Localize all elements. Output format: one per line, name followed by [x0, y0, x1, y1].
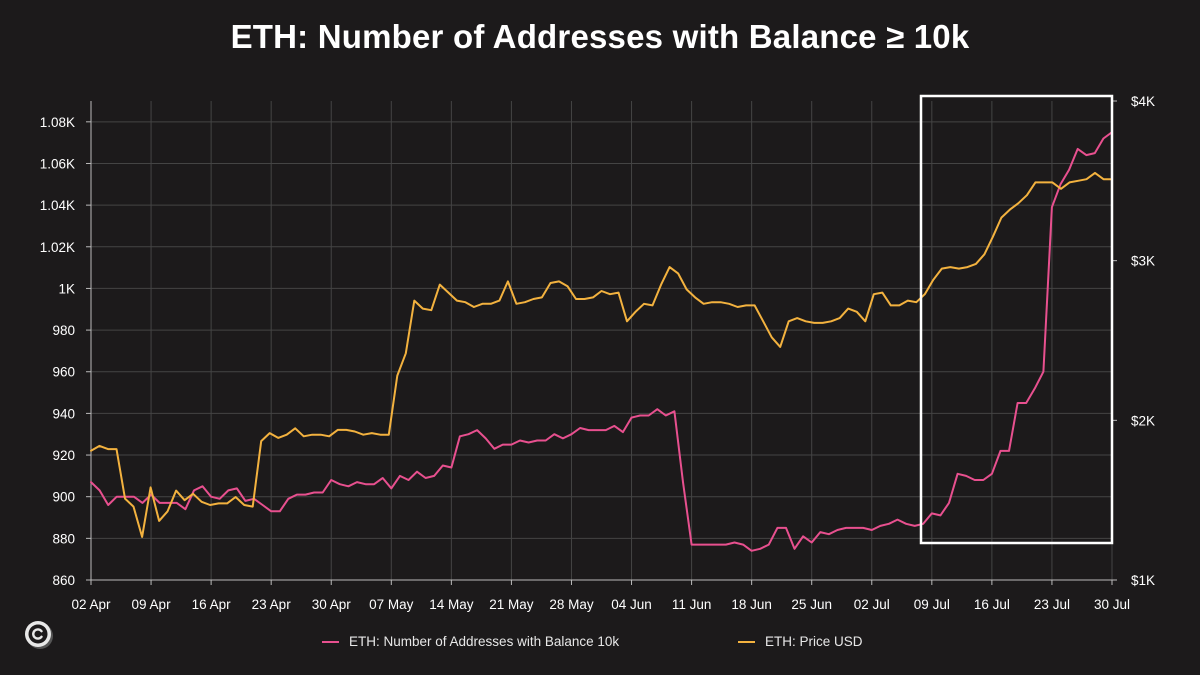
chart-title: ETH: Number of Addresses with Balance ≥ … — [230, 18, 970, 55]
series-line-price — [90, 171, 1113, 538]
y-right-tick-label: $3K — [1131, 254, 1155, 269]
x-tick-label: 18 Jun — [731, 597, 772, 612]
y-left-tick-label: 980 — [52, 323, 75, 338]
x-tick-label: 04 Jun — [611, 597, 652, 612]
x-tick-label: 21 May — [489, 597, 534, 612]
y-right-tick-label: $1K — [1131, 573, 1155, 588]
tick-labels: 02 Apr 09 Apr 16 Apr 23 Apr 30 Apr 07 May 14 M… — [40, 94, 1155, 612]
y-left-tick-label: 1K — [58, 281, 75, 296]
series-line-addresses — [90, 131, 1113, 552]
x-tick-label: 28 May — [549, 597, 594, 612]
x-tick-label: 30 Apr — [312, 597, 352, 612]
grid-lines — [90, 101, 1113, 581]
legend-item-price[interactable]: ETH: Price USD — [738, 634, 863, 649]
x-tick-label: 16 Apr — [192, 597, 232, 612]
y-right-tick-label: $4K — [1131, 94, 1155, 109]
x-tick-label: 09 Jul — [914, 597, 950, 612]
x-tick-label: 14 May — [429, 597, 474, 612]
y-left-tick-label: 960 — [52, 365, 75, 380]
y-left-tick-label: 1.06K — [40, 156, 75, 171]
x-tick-label: 07 May — [369, 597, 414, 612]
legend-item-addresses[interactable]: ETH: Number of Addresses with Balance 10… — [322, 634, 619, 649]
x-tick-label: 25 Jun — [791, 597, 832, 612]
y-left-tick-label: 880 — [52, 531, 75, 546]
x-tick-label: 02 Jul — [854, 597, 890, 612]
legend: ETH: Number of Addresses with Balance 10… — [0, 634, 1200, 656]
highlight-box — [919, 94, 1114, 545]
axes — [86, 100, 1117, 585]
brand-logo-icon — [25, 621, 53, 649]
x-tick-label: 23 Jul — [1034, 597, 1070, 612]
y-left-tick-label: 1.04K — [40, 198, 75, 213]
y-left-tick-label: 860 — [52, 573, 75, 588]
legend-swatch-addresses — [322, 640, 339, 643]
series-lines — [90, 131, 1113, 552]
x-tick-label: 16 Jul — [974, 597, 1010, 612]
y-left-tick-label: 920 — [52, 448, 75, 463]
x-tick-label: 30 Jul — [1094, 597, 1130, 612]
x-tick-label: 09 Apr — [132, 597, 172, 612]
y-right-tick-label: $2K — [1131, 413, 1155, 428]
x-tick-label: 11 Jun — [672, 597, 712, 612]
y-left-tick-label: 900 — [52, 490, 75, 505]
x-tick-label: 23 Apr — [252, 597, 292, 612]
legend-swatch-price — [738, 640, 755, 643]
y-left-tick-label: 1.02K — [40, 240, 75, 255]
y-left-tick-label: 1.08K — [40, 115, 75, 130]
legend-label-addresses: ETH: Number of Addresses with Balance 10… — [349, 634, 620, 649]
y-left-tick-label: 940 — [52, 406, 75, 421]
x-tick-label: 02 Apr — [71, 597, 111, 612]
legend-label-price: ETH: Price USD — [765, 634, 863, 649]
